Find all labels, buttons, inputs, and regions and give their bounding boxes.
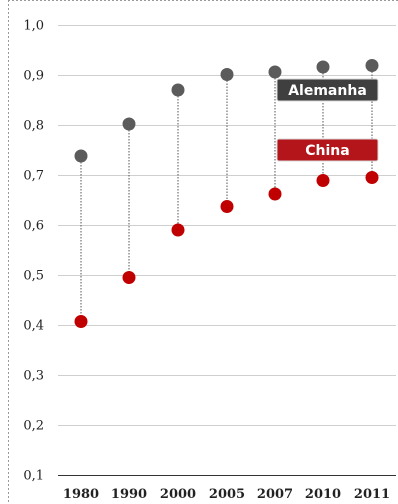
point-alemanha	[220, 68, 234, 81]
x-tick-label: 2011	[354, 487, 390, 502]
y-tick-label: 0,5	[23, 269, 44, 284]
point-alemanha	[268, 65, 282, 79]
y-tick-label: 0,7	[23, 169, 44, 184]
point-china	[220, 200, 234, 213]
legend: Alemanha China	[276, 78, 379, 162]
connectors	[80, 65, 373, 322]
legend-label: China	[305, 143, 349, 159]
point-china	[316, 174, 330, 187]
x-axis-labels: 1980 1990 2000 2005 2007 2010 2011	[63, 487, 390, 502]
y-axis-labels: 1,0 0,9 0,8 0,7 0,6 0,5 0,4 0,3 0,2 0,1	[23, 19, 44, 484]
legend-swatch	[276, 78, 379, 102]
point-china	[122, 271, 136, 284]
point-china	[74, 315, 88, 328]
x-tick-label: 2010	[305, 487, 341, 502]
point-alemanha	[122, 117, 136, 131]
data-points	[74, 59, 379, 328]
y-tick-label: 0,3	[23, 369, 44, 384]
point-alemanha	[171, 83, 185, 97]
point-china	[365, 171, 379, 184]
point-alemanha	[74, 149, 88, 163]
point-china	[171, 223, 185, 237]
legend-swatch	[276, 138, 379, 162]
x-tick-label: 2000	[160, 487, 196, 502]
point-china	[268, 187, 282, 201]
x-tick-label: 2007	[257, 487, 293, 502]
x-tick-label: 1980	[63, 487, 99, 502]
x-tick-label: 1990	[111, 487, 147, 502]
y-tick-label: 0,6	[23, 219, 44, 234]
y-tick-label: 0,9	[23, 69, 44, 84]
y-tick-label: 1,0	[23, 19, 44, 34]
y-tick-label: 0,2	[23, 419, 44, 434]
legend-label: Alemanha	[288, 83, 367, 99]
point-alemanha	[365, 59, 379, 72]
y-tick-label: 0,1	[23, 469, 44, 484]
y-tick-label: 0,8	[23, 119, 44, 134]
point-alemanha	[316, 60, 330, 74]
x-tick-label: 2005	[209, 487, 245, 502]
y-tick-label: 0,4	[23, 319, 44, 334]
